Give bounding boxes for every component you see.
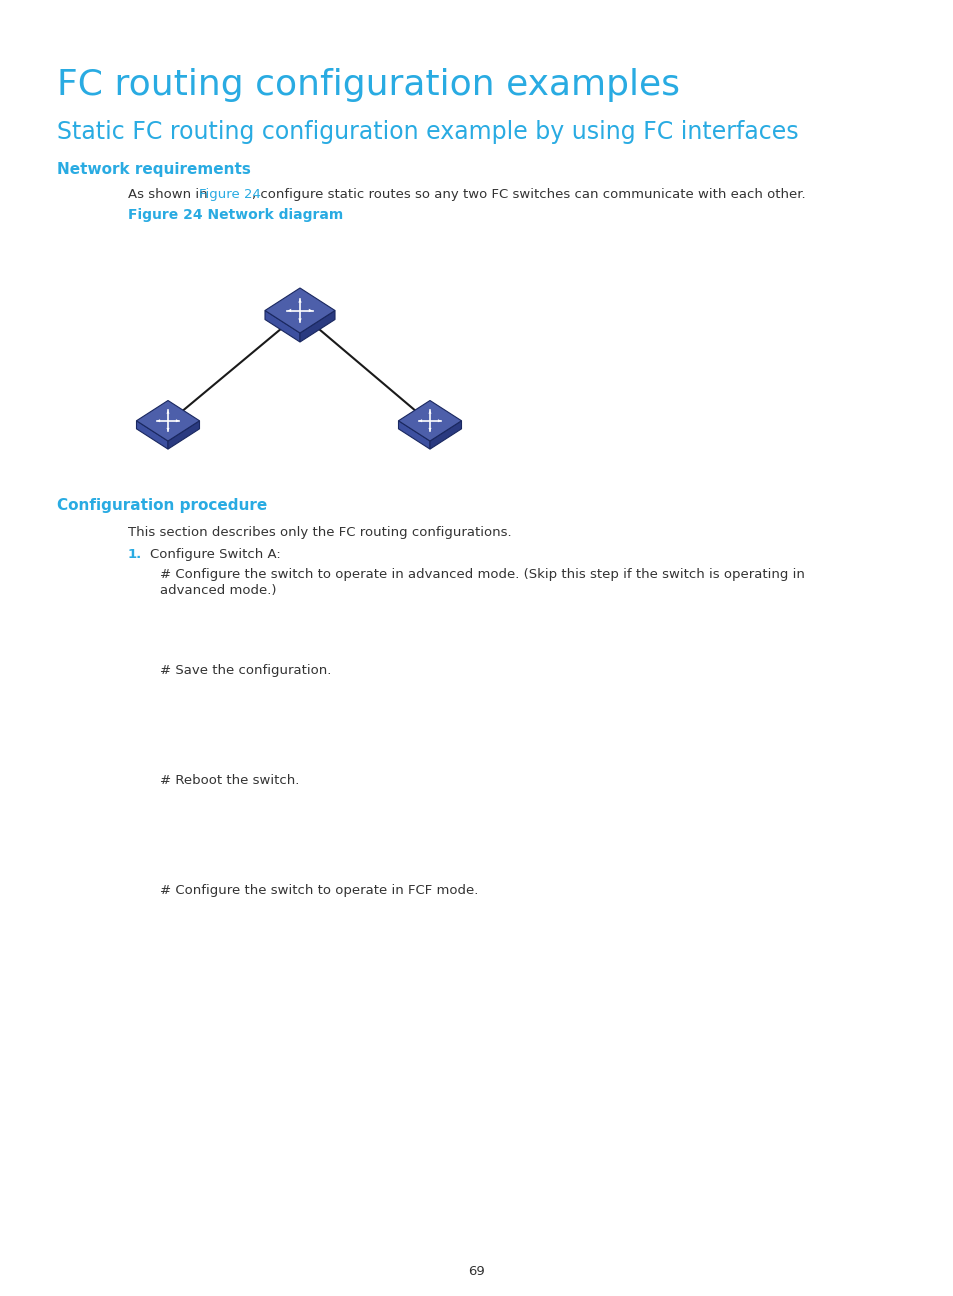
FancyArrow shape <box>168 419 179 422</box>
Polygon shape <box>136 421 168 450</box>
FancyArrow shape <box>428 421 431 432</box>
Text: Figure 24: Figure 24 <box>198 188 260 201</box>
FancyArrow shape <box>418 419 430 422</box>
FancyArrow shape <box>288 308 299 312</box>
Polygon shape <box>299 311 335 342</box>
FancyArrow shape <box>156 419 168 422</box>
Text: Static FC routing configuration example by using FC interfaces: Static FC routing configuration example … <box>57 121 798 144</box>
Text: Configure Switch A:: Configure Switch A: <box>150 548 280 561</box>
Polygon shape <box>398 400 461 441</box>
FancyArrow shape <box>166 411 170 421</box>
Text: Figure 24 Network diagram: Figure 24 Network diagram <box>128 207 343 222</box>
Polygon shape <box>430 421 461 450</box>
Text: # Save the configuration.: # Save the configuration. <box>160 664 331 677</box>
Text: Network requirements: Network requirements <box>57 162 251 178</box>
FancyArrow shape <box>430 419 440 422</box>
Text: 69: 69 <box>468 1265 485 1278</box>
Polygon shape <box>265 311 299 342</box>
Text: , configure static routes so any two FC switches can communicate with each other: , configure static routes so any two FC … <box>252 188 804 201</box>
Text: 1.: 1. <box>128 548 142 561</box>
Polygon shape <box>136 400 199 441</box>
FancyArrow shape <box>299 308 312 312</box>
Polygon shape <box>168 421 199 450</box>
FancyArrow shape <box>428 411 431 421</box>
FancyArrow shape <box>298 299 301 311</box>
Text: advanced mode.): advanced mode.) <box>160 584 276 597</box>
Polygon shape <box>265 288 335 333</box>
Polygon shape <box>398 421 430 450</box>
Text: FC routing configuration examples: FC routing configuration examples <box>57 67 679 102</box>
Text: Configuration procedure: Configuration procedure <box>57 498 267 513</box>
Text: # Configure the switch to operate in advanced mode. (Skip this step if the switc: # Configure the switch to operate in adv… <box>160 568 804 581</box>
FancyArrow shape <box>298 311 301 321</box>
Text: # Configure the switch to operate in FCF mode.: # Configure the switch to operate in FCF… <box>160 884 477 897</box>
Text: This section describes only the FC routing configurations.: This section describes only the FC routi… <box>128 526 511 539</box>
Text: As shown in: As shown in <box>128 188 212 201</box>
Text: # Reboot the switch.: # Reboot the switch. <box>160 774 299 787</box>
FancyArrow shape <box>166 421 170 432</box>
